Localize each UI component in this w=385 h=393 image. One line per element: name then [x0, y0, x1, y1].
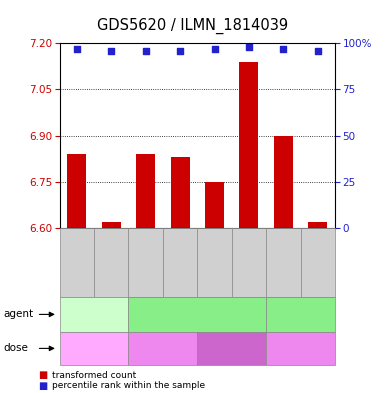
Text: DOT1L siRNA: DOT1L siRNA	[271, 310, 330, 319]
Bar	[205, 182, 224, 228]
Text: ■: ■	[38, 381, 48, 391]
Bar	[102, 222, 121, 228]
Point	[315, 48, 321, 54]
Text: GDS5620 / ILMN_1814039: GDS5620 / ILMN_1814039	[97, 18, 288, 34]
Point	[142, 48, 149, 54]
Text: GSM1366034: GSM1366034	[313, 237, 322, 288]
Point	[246, 44, 252, 50]
Text: DOT1L inhibitor [2]
Compound 55: DOT1L inhibitor [2] Compound 55	[154, 305, 241, 324]
Text: agent: agent	[4, 309, 34, 320]
Text: transformed count: transformed count	[52, 371, 136, 380]
Point	[280, 46, 286, 52]
Bar	[274, 136, 293, 228]
Text: GSM1366028: GSM1366028	[244, 237, 253, 288]
Point	[211, 46, 218, 52]
Text: 10uM: 10uM	[219, 344, 244, 353]
Text: n/a: n/a	[293, 344, 308, 353]
Text: percentile rank within the sample: percentile rank within the sample	[52, 382, 205, 390]
Text: 2uM: 2uM	[153, 344, 172, 353]
Text: GSM1366033: GSM1366033	[279, 237, 288, 288]
Text: GSM1366023: GSM1366023	[72, 237, 81, 288]
Text: control: control	[78, 344, 110, 353]
Bar	[171, 157, 189, 228]
Text: GSM1366025: GSM1366025	[141, 237, 150, 288]
Bar	[308, 222, 327, 228]
Text: dose: dose	[4, 343, 29, 353]
Text: GSM1366024: GSM1366024	[107, 237, 116, 288]
Point	[74, 46, 80, 52]
Bar	[136, 154, 155, 228]
Point	[108, 48, 114, 54]
Point	[177, 48, 183, 54]
Bar	[67, 154, 86, 228]
Text: ■: ■	[38, 370, 48, 380]
Text: DMSO: DMSO	[80, 310, 108, 319]
Bar	[239, 62, 258, 228]
Text: GSM1366026: GSM1366026	[176, 237, 185, 288]
Text: GSM1366027: GSM1366027	[210, 237, 219, 288]
